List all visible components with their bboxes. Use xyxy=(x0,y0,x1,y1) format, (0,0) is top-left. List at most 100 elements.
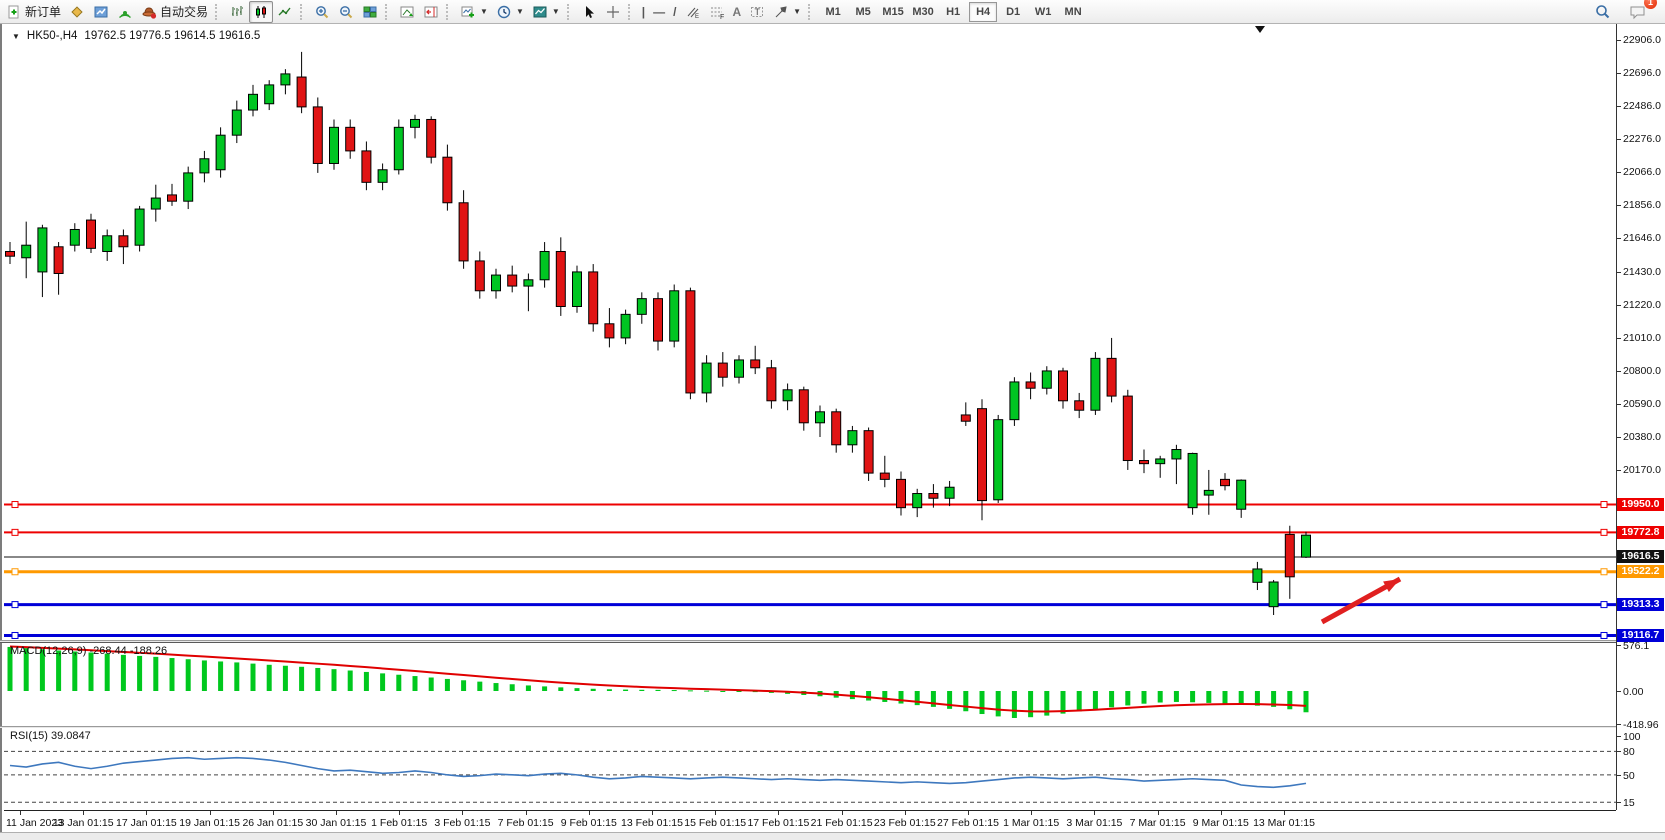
chart-window-button[interactable] xyxy=(89,1,113,23)
trendline-icon: / xyxy=(673,4,677,19)
chart-shift-button[interactable] xyxy=(419,1,443,23)
time-tick xyxy=(968,811,969,815)
toolbar-drag-handle[interactable] xyxy=(627,3,635,20)
vertical-line-icon: | xyxy=(641,4,646,19)
timeframe-button-D1[interactable]: D1 xyxy=(1006,5,1021,18)
timeframe-button-W1[interactable]: W1 xyxy=(1034,5,1052,18)
new-order-icon xyxy=(6,4,22,20)
price-tick-label: 20590.0 xyxy=(1623,397,1661,410)
templates-dropdown-caret: ▼ xyxy=(551,7,560,16)
equidistant-channel-tool-button[interactable]: E xyxy=(681,1,705,23)
time-label: 17 Feb 01:15 xyxy=(747,817,810,829)
time-label: 26 Jan 01:15 xyxy=(242,817,304,829)
chart-shift-marker[interactable] xyxy=(1255,26,1265,33)
search-button[interactable] xyxy=(1590,1,1615,23)
macd-pane[interactable] xyxy=(4,643,1616,726)
time-label: 13 Mar 01:15 xyxy=(1253,817,1315,829)
crosshair-tool-button[interactable] xyxy=(601,1,625,23)
time-label: 17 Jan 01:15 xyxy=(116,817,177,829)
notifications-button[interactable]: 1 xyxy=(1625,0,1657,23)
price-pane[interactable] xyxy=(4,28,1616,640)
timeframe-button-M1[interactable]: M1 xyxy=(825,5,841,18)
time-tick xyxy=(336,811,337,815)
chart-window-icon xyxy=(93,4,109,20)
time-tick xyxy=(1094,811,1096,815)
time-tick xyxy=(1031,811,1033,815)
toolbar-drag-handle[interactable] xyxy=(808,3,815,20)
time-label: 7 Feb 01:15 xyxy=(497,817,554,829)
price-axis[interactable]: 22906.0 22696.0 22486.0 22276.0 22066.0 21856… xyxy=(1617,24,1665,840)
rsi-pane[interactable] xyxy=(4,728,1616,810)
rsi-line xyxy=(9,756,1307,789)
tile-windows-button[interactable] xyxy=(358,1,382,23)
indicators-button[interactable]: ▼ xyxy=(456,1,492,23)
window-left-edge xyxy=(0,24,6,840)
timeframe-button-MN[interactable]: MN xyxy=(1064,5,1082,18)
time-tick xyxy=(146,811,148,815)
chart-title-overlay[interactable]: ▼ HK50-,H4 19762.5 19776.5 19614.5 19616… xyxy=(12,30,260,42)
indicators-dropdown-caret: ▼ xyxy=(480,7,488,16)
price-tick-dash xyxy=(1617,72,1621,74)
pane-separator[interactable] xyxy=(0,726,1616,728)
vertical-line-tool-button[interactable]: | xyxy=(638,1,649,23)
timeframe-button-M30[interactable]: M30 xyxy=(912,5,934,18)
timeframe-button-M5[interactable]: M5 xyxy=(855,5,871,18)
time-tick xyxy=(1284,811,1285,815)
trendline-tool-button[interactable]: / xyxy=(669,1,680,23)
line-chart-button[interactable] xyxy=(273,1,297,23)
toolbar-drag-handle[interactable] xyxy=(446,3,453,20)
time-tick xyxy=(20,811,21,815)
new-order-button[interactable]: 新订单 xyxy=(2,1,65,23)
pane-separator[interactable] xyxy=(0,640,1616,643)
svg-text:E: E xyxy=(695,14,699,20)
signals-button[interactable] xyxy=(113,1,137,23)
arrows-tool-button[interactable]: ▼ xyxy=(769,1,805,23)
arrow-annotation xyxy=(1320,576,1402,625)
bar-chart-button[interactable] xyxy=(225,1,249,23)
horizontal-line-tool-button[interactable]: — xyxy=(649,1,669,23)
toolbar-drag-handle[interactable] xyxy=(215,3,222,20)
cursor-tool-button[interactable] xyxy=(577,1,601,23)
time-tick xyxy=(715,811,717,815)
time-label: 27 Feb 01:15 xyxy=(937,817,999,829)
time-label: 30 Jan 01:15 xyxy=(305,817,367,829)
rsi-tick-label: 100 xyxy=(1623,730,1641,743)
time-axis[interactable]: 11 Jan 2023 13 Jan 01:15 17 Jan 01:15 19 Ja… xyxy=(4,810,1616,833)
text-tool-button[interactable]: A xyxy=(729,1,746,23)
cursor-icon xyxy=(581,4,597,20)
time-label: 23 Feb 01:15 xyxy=(873,817,936,829)
time-tick xyxy=(272,811,274,815)
quotes-button[interactable] xyxy=(65,1,89,23)
price-tick-dash xyxy=(1617,237,1621,239)
timeframe-button-H1[interactable]: H1 xyxy=(946,5,961,18)
timeframe-button-H4[interactable]: H4 xyxy=(969,1,998,22)
macd-tick-dash xyxy=(1617,724,1621,726)
horizontal-line-icon: — xyxy=(653,4,666,19)
chart-ohlc-values: 19762.5 19776.5 19614.5 19616.5 xyxy=(84,30,261,42)
toolbar-drag-handle[interactable] xyxy=(566,3,574,20)
equidistant-channel-icon: E xyxy=(685,4,701,20)
rsi-tick-label: 50 xyxy=(1623,769,1635,782)
macd-histogram-group xyxy=(7,646,1309,718)
timeframe-button-M15[interactable]: M15 xyxy=(882,5,904,18)
rsi-tick-label: 15 xyxy=(1623,797,1635,810)
periods-button[interactable]: ▼ xyxy=(492,1,528,23)
auto-scroll-button[interactable] xyxy=(395,1,419,23)
autotrading-icon xyxy=(141,4,157,20)
price-level-badge: 19950.0 xyxy=(1617,498,1664,512)
toolbar-drag-handle[interactable] xyxy=(300,3,307,20)
templates-button[interactable]: ▼ xyxy=(528,1,564,23)
autotrading-button[interactable]: 自动交易 xyxy=(137,1,212,23)
macd-signal-line xyxy=(9,645,1307,713)
chart-objects-collapse-icon[interactable]: ▼ xyxy=(12,31,20,41)
zoom-out-button[interactable] xyxy=(334,1,358,23)
price-tick-dash xyxy=(1617,304,1621,306)
zoom-in-button[interactable] xyxy=(310,1,334,23)
text-label-tool-button[interactable]: T xyxy=(745,1,769,23)
macd-tick-label: 0.00 xyxy=(1623,685,1644,698)
indicators-icon xyxy=(460,4,476,20)
toolbar-drag-handle[interactable] xyxy=(385,3,392,20)
candlestick-chart-button[interactable] xyxy=(249,0,274,23)
fibonacci-tool-button[interactable]: F xyxy=(705,1,729,23)
tile-windows-icon xyxy=(362,4,378,20)
